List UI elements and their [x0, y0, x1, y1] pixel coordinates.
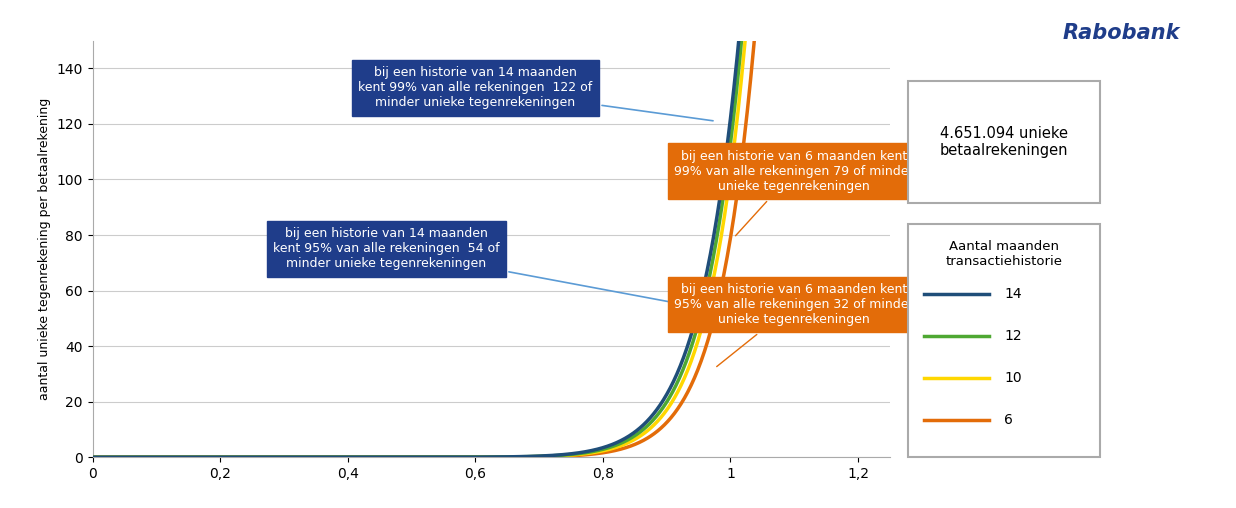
12 — [126, 454, 141, 460]
6 — [475, 454, 489, 460]
6 — [85, 454, 100, 460]
Line: 14: 14 — [93, 0, 763, 457]
10 — [593, 448, 608, 454]
Line: 10: 10 — [93, 0, 763, 457]
14 — [512, 454, 527, 460]
14 — [475, 454, 489, 460]
6 — [593, 450, 608, 456]
6 — [126, 454, 141, 460]
Text: 10: 10 — [1004, 371, 1022, 385]
6 — [512, 454, 527, 460]
Y-axis label: aantal unieke tegenrekening per betaalrekening: aantal unieke tegenrekening per betaalre… — [38, 98, 51, 400]
12 — [593, 447, 608, 453]
14 — [593, 446, 608, 452]
Text: 12: 12 — [1004, 329, 1022, 343]
12 — [512, 454, 527, 460]
14 — [492, 454, 507, 460]
12 — [492, 454, 507, 460]
FancyBboxPatch shape — [908, 81, 1100, 203]
10 — [85, 454, 100, 460]
Text: bij een historie van 6 maanden kent
95% van alle rekeningen 32 of minder
unieke : bij een historie van 6 maanden kent 95% … — [675, 283, 915, 367]
Text: 4.651.094 unieke
betaalrekeningen: 4.651.094 unieke betaalrekeningen — [941, 126, 1068, 158]
Text: bij een historie van 14 maanden
kent 99% van alle rekeningen  122 of
minder unie: bij een historie van 14 maanden kent 99%… — [358, 67, 713, 121]
10 — [662, 403, 677, 409]
10 — [492, 454, 507, 460]
Text: Aantal maanden
transactiehistorie: Aantal maanden transactiehistorie — [946, 240, 1063, 268]
FancyBboxPatch shape — [908, 224, 1100, 457]
14 — [85, 454, 100, 460]
12 — [475, 454, 489, 460]
12 — [85, 454, 100, 460]
10 — [512, 454, 527, 460]
6 — [662, 417, 677, 423]
Text: 6: 6 — [1004, 413, 1014, 427]
12 — [662, 395, 677, 401]
14 — [126, 454, 141, 460]
Text: bij een historie van 6 maanden kent
99% van alle rekeningen 79 of minder
unieke : bij een historie van 6 maanden kent 99% … — [675, 150, 915, 236]
Text: Rabobank: Rabobank — [1063, 23, 1180, 43]
Text: bij een historie van 14 maanden
kent 95% van alle rekeningen  54 of
minder uniek: bij een historie van 14 maanden kent 95%… — [273, 228, 696, 307]
14 — [662, 387, 677, 393]
6 — [492, 454, 507, 460]
10 — [126, 454, 141, 460]
Line: 6: 6 — [93, 0, 763, 457]
10 — [475, 454, 489, 460]
Text: 14: 14 — [1004, 287, 1022, 301]
Line: 12: 12 — [93, 0, 763, 457]
